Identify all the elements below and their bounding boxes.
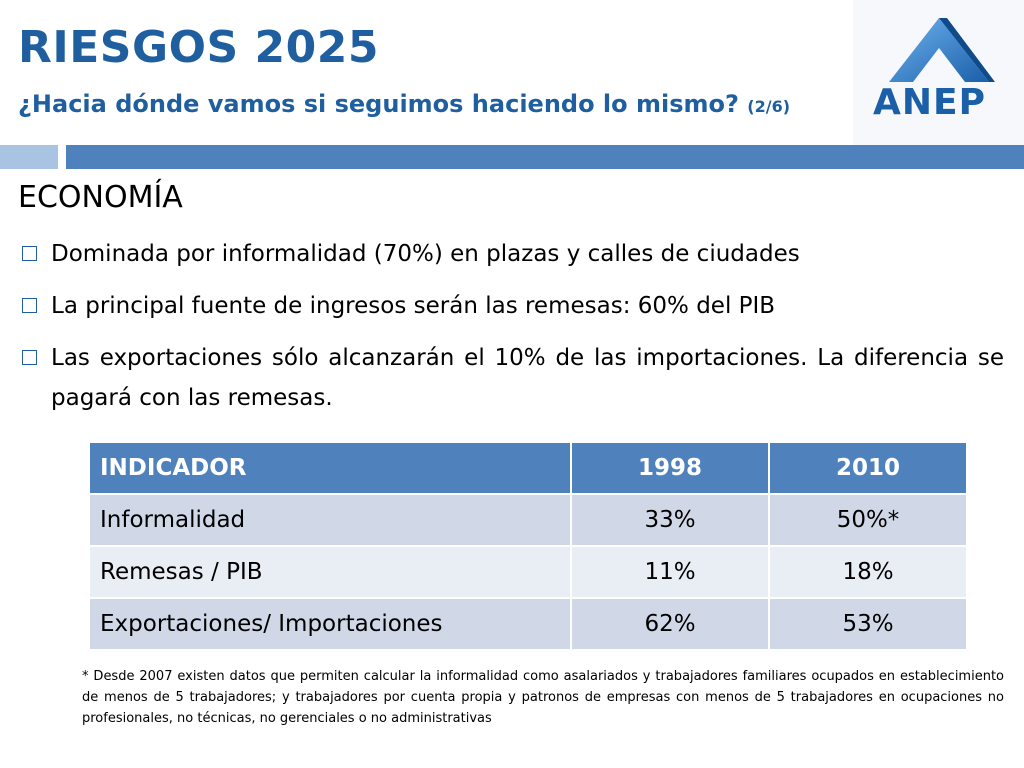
page-subtitle: ¿Hacia dónde vamos si seguimos haciendo …	[18, 90, 790, 118]
bullet-item: Dominada por informalidad (70%) en plaza…	[22, 234, 1004, 274]
table-cell: 33%	[570, 493, 770, 547]
table-cell: Informalidad	[88, 493, 572, 547]
column-header-indicator: INDICADOR	[88, 441, 572, 495]
logo-text: ANEP	[873, 82, 986, 123]
subtitle-text: ¿Hacia dónde vamos si seguimos haciendo …	[18, 90, 739, 118]
table-header-row: INDICADOR 1998 2010	[88, 441, 968, 495]
bullet-item: La principal fuente de ingresos serán la…	[22, 286, 1004, 326]
table-cell: 18%	[768, 545, 968, 599]
footnote: * Desde 2007 existen datos que permiten …	[82, 669, 1004, 726]
bullet-list: Dominada por informalidad (70%) en plaza…	[22, 234, 1004, 430]
logo-triangle-icon	[889, 18, 995, 82]
column-header-1998: 1998	[570, 441, 770, 495]
anep-logo: ANEP	[853, 0, 1024, 145]
header-bar	[66, 145, 1024, 169]
table-cell: 62%	[570, 597, 770, 651]
table-cell: 11%	[570, 545, 770, 599]
square-bullet-icon	[22, 246, 37, 261]
table-cell: 50%*	[768, 493, 968, 547]
table-row: Exportaciones/ Importaciones 62% 53%	[88, 597, 968, 651]
page-indicator: (2/6)	[747, 97, 791, 116]
table-cell: Exportaciones/ Importaciones	[88, 597, 572, 651]
bullet-item: Las exportaciones sólo alcanzarán el 10%…	[22, 338, 1004, 418]
column-header-2010: 2010	[768, 441, 968, 495]
table-row: Remesas / PIB 11% 18%	[88, 545, 968, 599]
header-accent-bar	[0, 145, 58, 169]
table-cell: 53%	[768, 597, 968, 651]
page-title: RIESGOS 2025	[18, 22, 379, 73]
square-bullet-icon	[22, 298, 37, 313]
bullet-text: La principal fuente de ingresos serán la…	[51, 293, 776, 319]
indicator-table: INDICADOR 1998 2010 Informalidad 33% 50%…	[88, 441, 968, 651]
square-bullet-icon	[22, 350, 37, 365]
table-row: Informalidad 33% 50%*	[88, 493, 968, 547]
bullet-text: Dominada por informalidad (70%) en plaza…	[51, 241, 800, 267]
section-title: ECONOMÍA	[18, 180, 183, 215]
bullet-text: Las exportaciones sólo alcanzarán el 10%…	[51, 345, 1004, 411]
table-cell: Remesas / PIB	[88, 545, 572, 599]
